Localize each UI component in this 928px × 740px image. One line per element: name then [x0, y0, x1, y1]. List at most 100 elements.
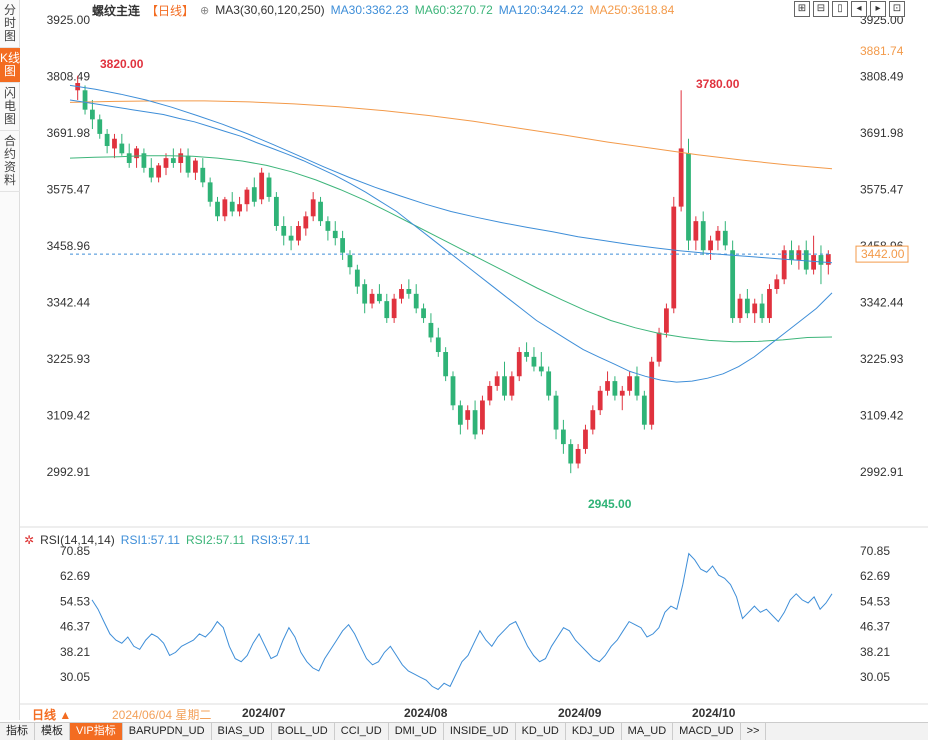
candle-body: [156, 165, 162, 178]
candle-body: [207, 182, 213, 202]
ma120-value: MA120:3424.22: [498, 3, 584, 17]
bottom-tab-11[interactable]: MA_UD: [622, 723, 674, 740]
price-axis-label-left: 3109.42: [47, 408, 91, 422]
candle-body: [170, 158, 176, 163]
bottom-tab-4[interactable]: BIAS_UD: [212, 723, 272, 740]
bottom-tab-8[interactable]: INSIDE_UD: [444, 723, 516, 740]
candle-body: [215, 201, 220, 217]
low-annotation: 2945.00: [588, 497, 632, 511]
ma-indicator-label[interactable]: MA3(30,60,120,250): [215, 3, 325, 17]
candle-body: [480, 400, 485, 430]
candle-body: [354, 269, 360, 287]
candle-body: [428, 322, 434, 338]
candle-body: [296, 225, 301, 241]
candle-body: [259, 172, 265, 200]
candle-body: [700, 221, 706, 251]
bottom-tab-3[interactable]: BARUPDN_UD: [123, 723, 212, 740]
ma250-value: MA250:3618.84: [589, 3, 675, 17]
candle-body: [266, 177, 272, 197]
candle-body: [200, 167, 206, 183]
last-price-tag: [855, 245, 909, 263]
ma60-value: MA60:3270.72: [414, 3, 493, 17]
fullscreen-icon[interactable]: ⊡: [889, 1, 905, 17]
candle-body: [325, 221, 331, 231]
candle-body: [148, 167, 154, 178]
symbol-name: 螺纹主连: [92, 3, 141, 18]
zoom-in-icon[interactable]: ⊞: [794, 1, 810, 17]
ma250-line: [69, 100, 833, 170]
bottom-tab-10[interactable]: KDJ_UD: [566, 723, 622, 740]
side-tab-3[interactable]: 合约资料: [0, 131, 20, 192]
side-tab-2[interactable]: 闪电图: [0, 83, 20, 131]
candle-body: [472, 410, 478, 435]
column-icon[interactable]: ▯: [832, 1, 848, 17]
price-axis-label-left: 3342.44: [47, 295, 91, 309]
candle-body: [193, 160, 198, 173]
price-axis-label-right: 3575.47: [860, 182, 904, 196]
bottom-tab-7[interactable]: DMI_UD: [389, 723, 444, 740]
period-label[interactable]: 【日线】: [146, 3, 195, 18]
candle-body: [502, 376, 507, 396]
period-switch-button[interactable]: 日线 ▲: [32, 708, 72, 722]
side-tab-0[interactable]: 分时图: [0, 0, 20, 48]
rsi-axis-label-left: 54.53: [60, 594, 90, 608]
candle-body: [237, 204, 242, 212]
candle-body: [303, 216, 309, 229]
cursor-date: 2024/06/04 星期二: [112, 708, 212, 722]
clock-icon[interactable]: ⊕: [200, 4, 210, 17]
ma60-line: [69, 155, 833, 343]
candle-body: [744, 298, 750, 314]
candle-body: [803, 250, 809, 270]
bottom-tab-1[interactable]: 模板: [35, 723, 70, 740]
bottom-tab-2[interactable]: VIP指标: [70, 723, 123, 740]
zoom-out-icon[interactable]: ⊟: [813, 1, 829, 17]
side-tab-1[interactable]: K线图: [0, 48, 20, 83]
settings-icon[interactable]: ✲: [24, 533, 35, 547]
bottom-tab-12[interactable]: MACD_UD: [673, 723, 741, 740]
rsi-axis-label-left: 38.21: [60, 645, 90, 659]
candle-body: [722, 230, 728, 246]
chart-toolbar: ⊞ ⊟ ▯ ◂ ▸ ⊡: [794, 1, 905, 17]
candle-body: [141, 153, 147, 168]
side-tab-bar: 分时图 K线图 闪电图 合约资料: [0, 0, 20, 720]
rsi-axis-label-right: 62.69: [860, 569, 890, 583]
date-axis: 日线 ▲ 2024/06/04 星期二 2024/07 2024/08 2024/0…: [20, 704, 928, 722]
candle-body: [369, 293, 375, 304]
candle-body: [524, 352, 529, 357]
candle-body: [693, 221, 699, 241]
price-axis-label-left: 3575.47: [47, 182, 91, 196]
rsi-axis-label-right: 30.05: [860, 670, 890, 684]
candle-body: [568, 444, 574, 464]
candle-body: [273, 196, 279, 226]
price-axis-label-left: 3925.00: [47, 13, 91, 27]
candle-body: [612, 381, 618, 396]
bottom-tab-9[interactable]: KD_UD: [516, 723, 566, 740]
candle-body: [97, 119, 103, 134]
right-arrow-icon[interactable]: ▸: [870, 1, 886, 17]
candle-body: [656, 332, 662, 362]
bottom-tab-6[interactable]: CCI_UD: [335, 723, 389, 740]
candle-body: [450, 376, 456, 406]
candle-body: [384, 301, 390, 319]
price-axis-label-right: 3691.98: [860, 126, 904, 140]
candle-body: [671, 206, 677, 309]
candle-body: [465, 410, 471, 420]
bottom-tab-0[interactable]: 指标: [0, 723, 35, 740]
candle-body: [163, 158, 169, 168]
bottom-tab-13[interactable]: >>: [741, 723, 767, 740]
candle-body: [686, 153, 691, 241]
candle-body: [789, 250, 794, 260]
candle-body: [715, 230, 721, 241]
candle-body: [641, 395, 647, 425]
candle-body: [767, 289, 772, 319]
date-tick: 2024/09: [558, 706, 602, 720]
bottom-tab-5[interactable]: BOLL_UD: [272, 723, 335, 740]
rsi-label[interactable]: RSI(14,14,14): [40, 533, 115, 547]
candle-body: [605, 381, 610, 391]
date-tick: 2024/07: [242, 706, 286, 720]
high-annotation: 3780.00: [696, 77, 740, 91]
left-arrow-icon[interactable]: ◂: [851, 1, 867, 17]
candle-body: [811, 255, 816, 270]
